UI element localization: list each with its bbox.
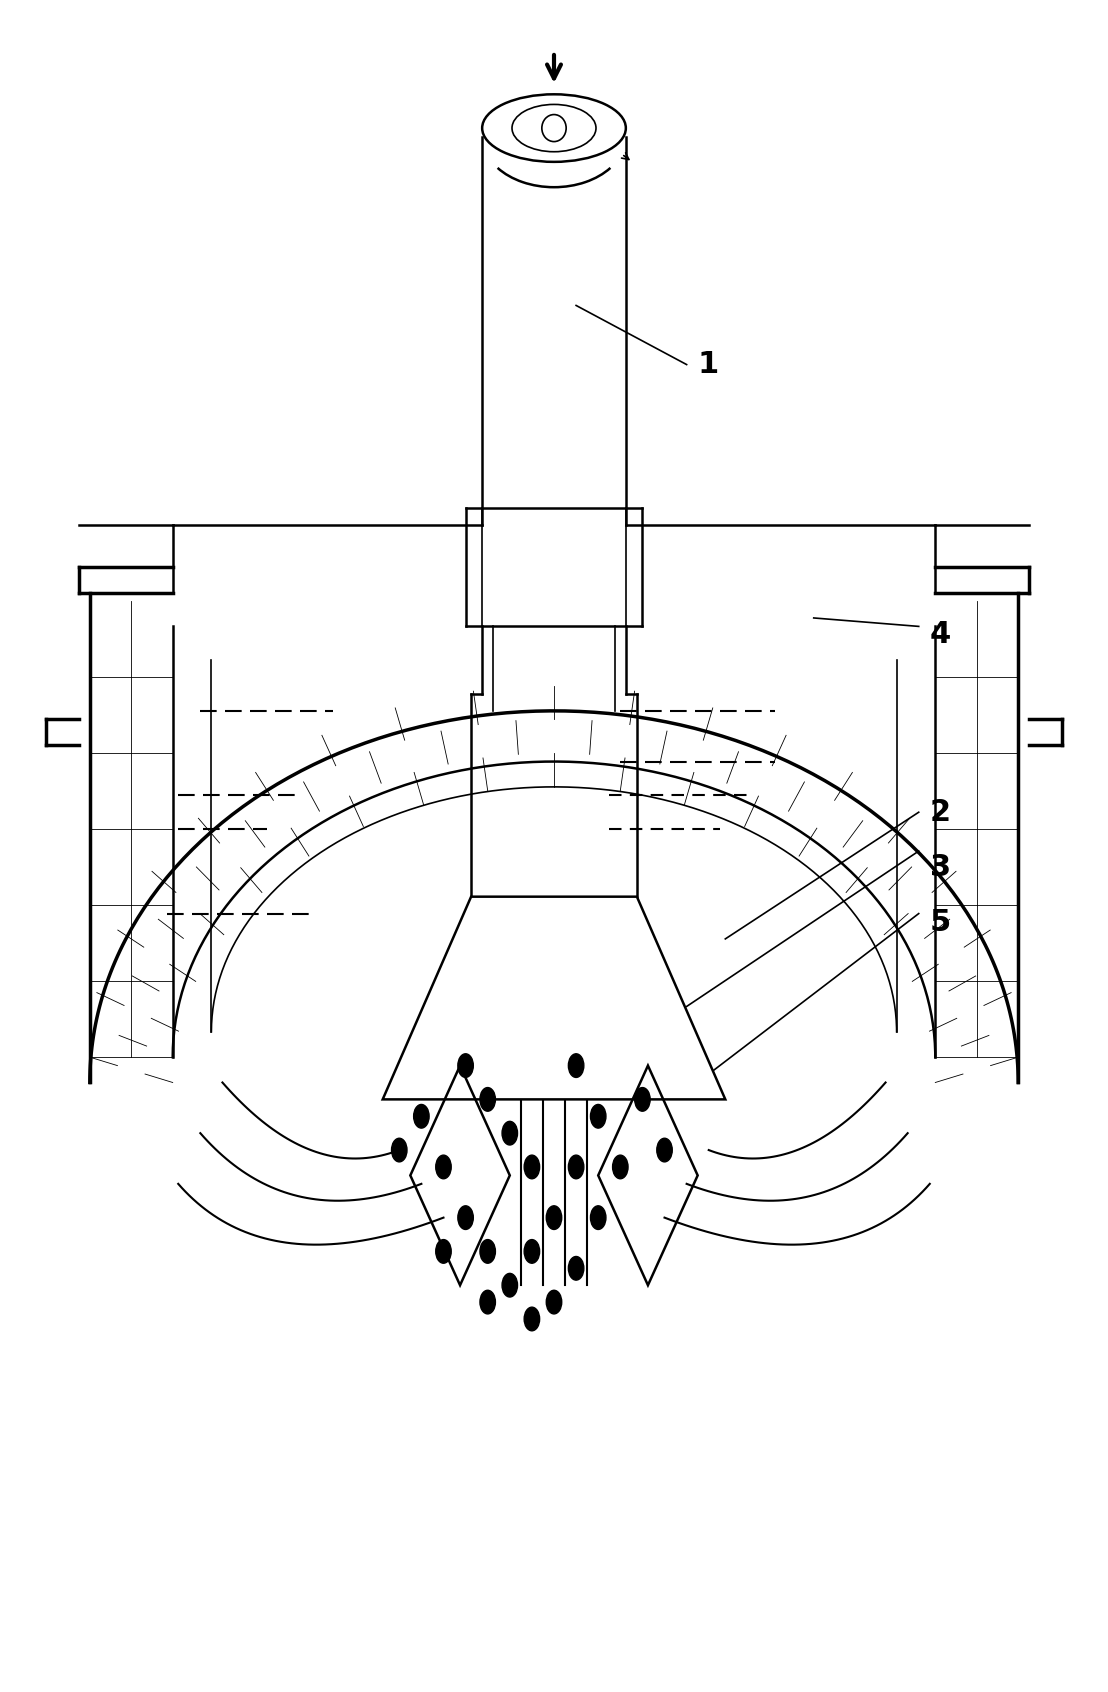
Circle shape [524,1308,540,1332]
Text: 4: 4 [930,621,951,650]
Circle shape [613,1156,628,1179]
Circle shape [480,1088,495,1112]
Circle shape [591,1105,606,1129]
Circle shape [568,1257,584,1281]
Circle shape [568,1054,584,1078]
Circle shape [635,1088,650,1112]
Circle shape [458,1206,473,1230]
Text: 3: 3 [930,853,951,883]
Circle shape [413,1105,429,1129]
Circle shape [435,1156,451,1179]
Circle shape [502,1122,517,1145]
Circle shape [480,1291,495,1315]
Circle shape [657,1139,673,1162]
Ellipse shape [542,115,566,142]
Circle shape [568,1156,584,1179]
Circle shape [480,1240,495,1264]
Circle shape [546,1291,562,1315]
Circle shape [524,1156,540,1179]
Polygon shape [382,897,726,1100]
Ellipse shape [482,95,626,162]
Circle shape [546,1206,562,1230]
Circle shape [502,1274,517,1298]
Circle shape [524,1240,540,1264]
Text: 2: 2 [930,797,951,827]
Text: 5: 5 [930,907,951,936]
Circle shape [391,1139,407,1162]
Circle shape [591,1206,606,1230]
Circle shape [435,1240,451,1264]
Circle shape [458,1054,473,1078]
Text: 1: 1 [698,350,719,379]
